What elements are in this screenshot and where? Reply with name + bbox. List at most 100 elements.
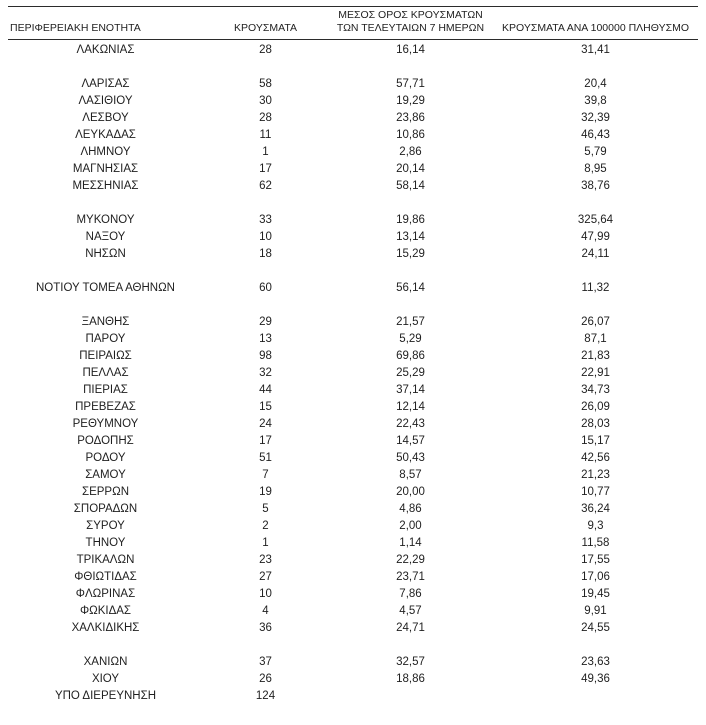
cases-table: ΠΕΡΙΦΕΡΕΙΑΚΗ ΕΝΟΤΗΤΑ ΚΡΟΥΣΜΑΤΑ ΜΕΣΟΣ ΟΡΟ… — [8, 5, 698, 705]
region-cell: ΡΟΔΟΠΗΣ — [77, 435, 134, 448]
column-header-per100k: ΚΡΟΥΣΜΑΤΑ ΑΝΑ 100000 ΠΛΗΘΥΣΜΟ — [493, 5, 698, 41]
avg7-cell: 22,29 — [396, 554, 425, 567]
region-cell: ΠΙΕΡΙΑΣ — [83, 384, 128, 397]
region-cell: ΧΙΟΥ — [91, 673, 120, 686]
table-row: ΜΥΚΟΝΟΥ 33 19,86 325,64 — [8, 212, 698, 229]
region-cell: ΝΟΤΙΟΥ ΤΟΜΕΑ ΑΘΗΝΩΝ — [36, 282, 175, 295]
per100k-cell: 11,32 — [581, 282, 610, 295]
report-page: ΠΕΡΙΦΕΡΕΙΑΚΗ ΕΝΟΤΗΤΑ ΚΡΟΥΣΜΑΤΑ ΜΕΣΟΣ ΟΡΟ… — [8, 5, 698, 705]
region-cell: ΥΠΟ ΔΙΕΡΕΥΝΗΣΗ — [54, 690, 157, 703]
table-row: ΝΟΤΙΟΥ ΤΟΜΕΑ ΑΘΗΝΩΝ 60 56,14 11,32 — [8, 280, 698, 297]
table-row: ΧΑΛΚΙΔΙΚΗΣ 36 24,71 24,55 — [8, 620, 698, 637]
table-row: ΛΑΡΙΣΑΣ 58 57,71 20,4 — [8, 76, 698, 93]
cases-cell: 37 — [259, 656, 272, 669]
table-row: ΥΠΟ ΔΙΕΡΕΥΝΗΣΗ 124 — [8, 688, 698, 705]
table-row: ΠΙΕΡΙΑΣ 44 37,14 34,73 — [8, 382, 698, 399]
region-cell: ΝΑΞΟΥ — [85, 231, 126, 244]
spacer-cell — [8, 297, 698, 314]
cases-cell: 44 — [259, 384, 272, 397]
per100k-cell: 28,03 — [581, 418, 610, 431]
region-cell: ΞΑΝΘΗΣ — [81, 316, 130, 329]
table-row: ΛΑΚΩΝΙΑΣ 28 16,14 31,41 — [8, 40, 698, 60]
cases-cell: 24 — [259, 418, 272, 431]
cases-cell: 51 — [259, 452, 272, 465]
region-cell: ΣΕΡΡΩΝ — [81, 486, 130, 499]
cases-cell: 27 — [259, 571, 272, 584]
region-cell: ΦΘΙΩΤΙΔΑΣ — [74, 571, 137, 584]
spacer-cell — [8, 637, 698, 654]
region-cell: ΜΕΣΣΗΝΙΑΣ — [72, 180, 139, 193]
table-row: ΣΠΟΡΑΔΩΝ 5 4,86 36,24 — [8, 501, 698, 518]
avg7-cell: 20,00 — [396, 486, 425, 499]
table-row: ΜΕΣΣΗΝΙΑΣ 62 58,14 38,76 — [8, 178, 698, 195]
per100k-cell: 49,36 — [581, 673, 610, 686]
avg7-cell: 69,86 — [396, 350, 425, 363]
spacer-cell — [8, 195, 698, 212]
spacer-cell — [8, 263, 698, 280]
avg7-cell: 20,14 — [396, 163, 425, 176]
region-cell: ΛΑΣΙΘΙΟΥ — [78, 95, 133, 108]
table-row: ΧΙΟΥ 26 18,86 49,36 — [8, 671, 698, 688]
table-row: ΠΕΙΡΑΙΩΣ 98 69,86 21,83 — [8, 348, 698, 365]
per100k-cell: 22,91 — [581, 367, 610, 380]
cases-cell: 1 — [262, 537, 269, 550]
region-cell: ΛΗΜΝΟΥ — [80, 146, 131, 159]
table-row: ΛΗΜΝΟΥ 1 2,86 5,79 — [8, 144, 698, 161]
per100k-cell: 19,45 — [581, 588, 610, 601]
per100k-cell: 36,24 — [581, 503, 610, 516]
per100k-cell: 17,06 — [581, 571, 610, 584]
cases-cell: 1 — [262, 146, 269, 159]
region-cell: ΣΠΟΡΑΔΩΝ — [73, 503, 138, 516]
avg7-cell: 32,57 — [396, 656, 425, 669]
avg7-cell: 2,00 — [399, 520, 422, 533]
avg7-cell: 23,86 — [396, 112, 425, 125]
table-row: ΣΥΡΟΥ 2 2,00 9,3 — [8, 518, 698, 535]
region-cell: ΛΕΣΒΟΥ — [82, 112, 129, 125]
table-row: ΤΡΙΚΑΛΩΝ 23 22,29 17,55 — [8, 552, 698, 569]
avg7-cell: 14,57 — [396, 435, 425, 448]
region-cell: ΠΡΕΒΕΖΑΣ — [75, 401, 136, 414]
avg7-cell: 50,43 — [396, 452, 425, 465]
spacer-row — [8, 59, 698, 76]
cases-cell: 5 — [262, 503, 269, 516]
avg7-cell: 1,14 — [399, 537, 422, 550]
per100k-cell: 24,11 — [581, 248, 610, 261]
avg7-cell: 24,71 — [396, 622, 425, 635]
per100k-cell: 23,63 — [581, 656, 610, 669]
region-cell: ΛΑΡΙΣΑΣ — [81, 78, 130, 91]
avg7-cell: 4,57 — [399, 605, 422, 618]
cases-cell: 30 — [259, 95, 272, 108]
table-row: ΛΕΥΚΑΔΑΣ 11 10,86 46,43 — [8, 127, 698, 144]
per100k-cell: 11,58 — [581, 537, 610, 550]
avg7-cell: 16,14 — [396, 44, 425, 57]
table-row: ΣΑΜΟΥ 7 8,57 21,23 — [8, 467, 698, 484]
per100k-cell: 20,4 — [584, 78, 607, 91]
per100k-cell: 47,99 — [581, 231, 610, 244]
region-cell: ΣΑΜΟΥ — [85, 469, 126, 482]
avg7-cell: 57,71 — [396, 78, 425, 91]
cases-cell: 58 — [259, 78, 272, 91]
avg7-cell: 37,14 — [396, 384, 425, 397]
cases-cell: 36 — [259, 622, 272, 635]
cases-cell: 23 — [259, 554, 272, 567]
spacer-cell — [8, 59, 698, 76]
cases-cell: 26 — [259, 673, 272, 686]
avg7-cell: 58,14 — [396, 180, 425, 193]
spacer-row — [8, 195, 698, 212]
avg7-cell: 18,86 — [396, 673, 425, 686]
region-cell: ΧΑΝΙΩΝ — [83, 656, 128, 669]
cases-cell: 10 — [259, 231, 272, 244]
cases-cell: 11 — [259, 129, 272, 142]
region-cell: ΡΕΘΥΜΝΟΥ — [72, 418, 139, 431]
table-row: ΡΟΔΟΠΗΣ 17 14,57 15,17 — [8, 433, 698, 450]
table-row: ΡΟΔΟΥ 51 50,43 42,56 — [8, 450, 698, 467]
cases-cell: 33 — [259, 214, 272, 227]
region-cell: ΤΡΙΚΑΛΩΝ — [76, 554, 135, 567]
cases-cell: 29 — [259, 316, 272, 329]
avg7-cell: 15,29 — [396, 248, 425, 261]
table-row: ΝΑΞΟΥ 10 13,14 47,99 — [8, 229, 698, 246]
table-row: ΡΕΘΥΜΝΟΥ 24 22,43 28,03 — [8, 416, 698, 433]
cases-cell: 2 — [262, 520, 269, 533]
table-row: ΛΑΣΙΘΙΟΥ 30 19,29 39,8 — [8, 93, 698, 110]
region-cell: ΠΕΙΡΑΙΩΣ — [79, 350, 132, 363]
